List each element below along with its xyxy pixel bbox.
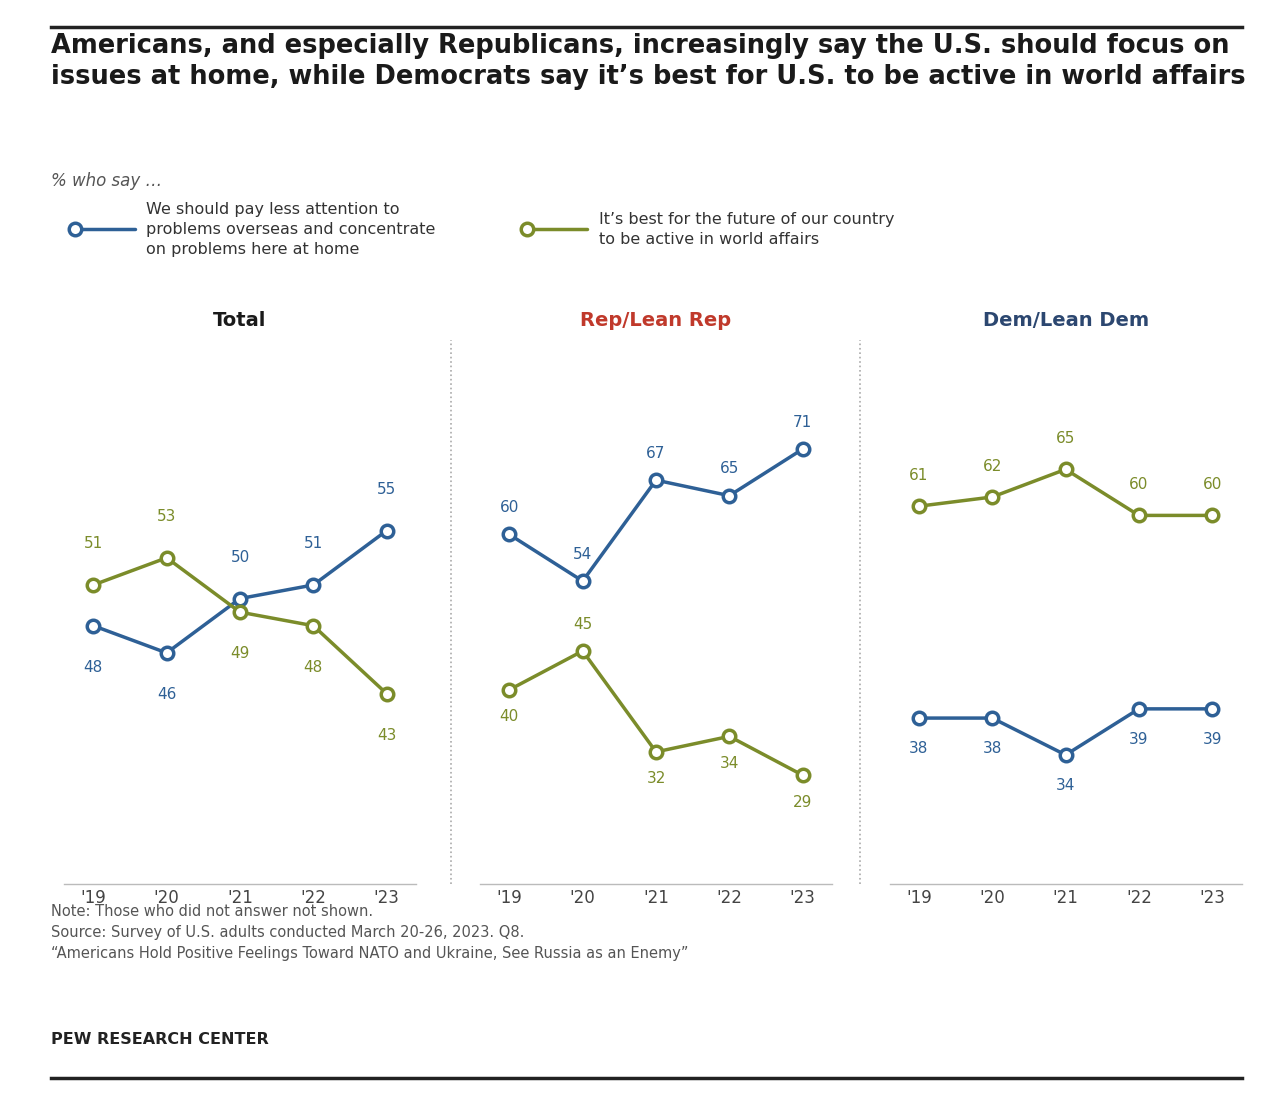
Text: 65: 65	[1056, 432, 1075, 446]
Text: 38: 38	[909, 741, 928, 757]
Text: 34: 34	[1056, 778, 1075, 793]
Text: 32: 32	[646, 771, 666, 786]
Text: 67: 67	[646, 446, 666, 461]
Text: 51: 51	[303, 536, 323, 551]
Text: 34: 34	[719, 755, 739, 771]
Text: 54: 54	[573, 547, 593, 562]
Text: 46: 46	[157, 687, 177, 702]
Text: 61: 61	[909, 468, 928, 483]
Text: 71: 71	[794, 415, 813, 429]
Text: 49: 49	[230, 646, 250, 661]
Text: 50: 50	[230, 550, 250, 564]
Title: Total: Total	[214, 312, 266, 330]
Text: 29: 29	[794, 795, 813, 809]
Text: 40: 40	[499, 709, 518, 725]
Text: 60: 60	[1129, 478, 1148, 492]
Text: 38: 38	[983, 741, 1002, 757]
Text: 39: 39	[1202, 732, 1222, 747]
Text: 65: 65	[719, 461, 739, 477]
Text: 51: 51	[83, 536, 102, 551]
Text: 48: 48	[83, 660, 102, 674]
Text: 48: 48	[303, 660, 323, 674]
Text: % who say …: % who say …	[51, 172, 163, 190]
Text: It’s best for the future of our country
to be active in world affairs: It’s best for the future of our country …	[599, 212, 895, 247]
Text: 43: 43	[378, 728, 397, 742]
Text: 39: 39	[1129, 732, 1148, 747]
Title: Rep/Lean Rep: Rep/Lean Rep	[580, 312, 732, 330]
Title: Dem/Lean Dem: Dem/Lean Dem	[983, 312, 1148, 330]
Text: PEW RESEARCH CENTER: PEW RESEARCH CENTER	[51, 1032, 269, 1046]
Text: 60: 60	[499, 500, 518, 515]
Text: Americans, and especially Republicans, increasingly say the U.S. should focus on: Americans, and especially Republicans, i…	[51, 33, 1245, 90]
Text: We should pay less attention to
problems overseas and concentrate
on problems he: We should pay less attention to problems…	[146, 202, 435, 257]
Text: 62: 62	[983, 459, 1002, 474]
Text: Note: Those who did not answer not shown.
Source: Survey of U.S. adults conducte: Note: Those who did not answer not shown…	[51, 904, 689, 961]
Text: 45: 45	[573, 617, 593, 631]
Text: 53: 53	[157, 508, 177, 524]
Text: 55: 55	[378, 482, 397, 496]
Text: 60: 60	[1203, 478, 1222, 492]
